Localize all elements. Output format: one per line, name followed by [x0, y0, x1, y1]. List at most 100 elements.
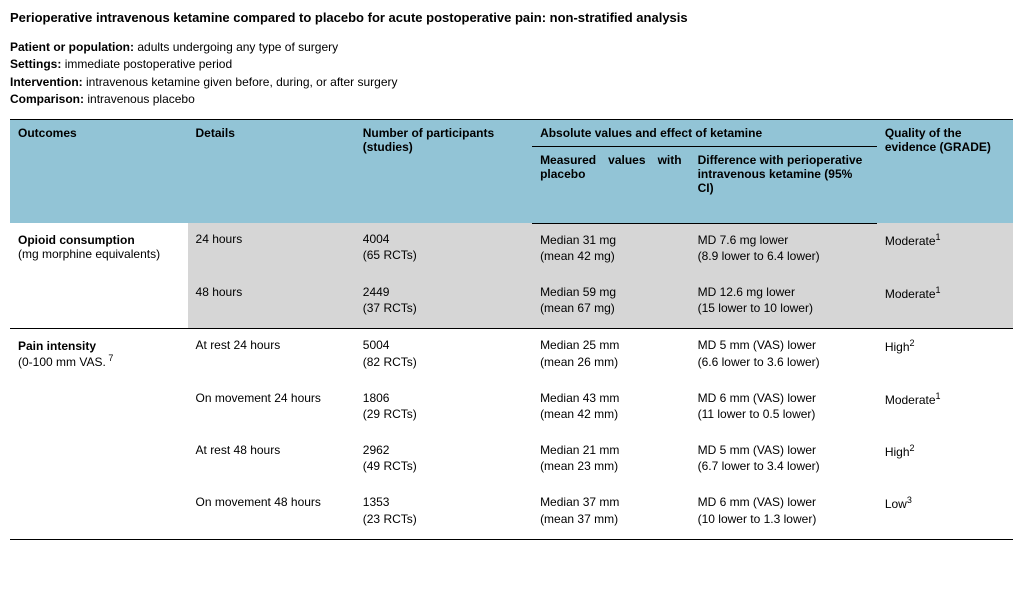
difference-cell-line1: MD 6 mm (VAS) lower: [698, 390, 869, 406]
meta-intervention-value: intravenous ketamine given before, durin…: [86, 75, 398, 89]
grade-sup: 1: [936, 232, 941, 242]
difference-cell-line1: MD 5 mm (VAS) lower: [698, 337, 869, 353]
difference-cell: MD 5 mm (VAS) lower(6.7 lower to 3.4 low…: [690, 434, 877, 486]
meta-intervention: Intervention: intravenous ketamine given…: [10, 74, 1013, 91]
measured-cell-line1: Median 31 mg: [540, 232, 682, 248]
header-row-1: Outcomes Details Number of participants …: [10, 119, 1013, 146]
participants-cell-line1: 1353: [363, 494, 524, 510]
grade-cell: Moderate1: [877, 276, 1013, 329]
meta-settings-value: immediate postoperative period: [65, 57, 232, 71]
difference-cell-line2: (10 lower to 1.3 lower): [698, 511, 869, 527]
participants-cell-line1: 5004: [363, 337, 524, 353]
participants-cell: 1353(23 RCTs): [355, 486, 532, 539]
details-cell-line1: On movement 48 hours: [196, 494, 347, 510]
meta-comparison-value: intravenous placebo: [87, 92, 194, 106]
difference-cell-line2: (6.6 lower to 3.6 lower): [698, 354, 869, 370]
details-cell-line1: 48 hours: [196, 284, 347, 300]
grade-cell: Moderate1: [877, 382, 1013, 434]
header-participants: Number of participants (studies): [355, 119, 532, 223]
grade-sup: 2: [910, 338, 915, 348]
details-cell: At rest 48 hours: [188, 434, 355, 486]
meta-block: Patient or population: adults undergoing…: [10, 39, 1013, 109]
grade-value: Moderate: [885, 287, 936, 301]
participants-cell-line2: (37 RCTs): [363, 300, 524, 316]
meta-comparison: Comparison: intravenous placebo: [10, 91, 1013, 108]
measured-cell-line1: Median 21 mm: [540, 442, 682, 458]
outcome-label-cell: Opioid consumption(mg morphine equivalen…: [10, 223, 188, 329]
details-cell-line1: At rest 48 hours: [196, 442, 347, 458]
measured-cell: Median 31 mg(mean 42 mg): [532, 223, 690, 276]
meta-comparison-label: Comparison:: [10, 92, 84, 106]
grade-value: High: [885, 340, 910, 354]
measured-cell-line2: (mean 23 mm): [540, 458, 682, 474]
header-difference: Difference with perioperative intravenou…: [690, 146, 877, 223]
grade-value: High: [885, 445, 910, 459]
participants-cell: 1806(29 RCTs): [355, 382, 532, 434]
meta-settings-label: Settings:: [10, 57, 61, 71]
outcome-label-cell: Pain intensity(0-100 mm VAS. 7: [10, 329, 188, 540]
details-cell: 24 hours: [188, 223, 355, 276]
header-measured: Measured values with placebo: [532, 146, 690, 223]
participants-cell: 2962(49 RCTs): [355, 434, 532, 486]
difference-cell-line2: (11 lower to 0.5 lower): [698, 406, 869, 422]
participants-cell-line1: 2962: [363, 442, 524, 458]
difference-cell: MD 6 mm (VAS) lower(11 lower to 0.5 lowe…: [690, 382, 877, 434]
measured-cell-line2: (mean 26 mm): [540, 354, 682, 370]
grade-cell: Low3: [877, 486, 1013, 539]
meta-settings: Settings: immediate postoperative period: [10, 56, 1013, 73]
participants-cell-line2: (49 RCTs): [363, 458, 524, 474]
difference-cell-line2: (8.9 lower to 6.4 lower): [698, 248, 869, 264]
participants-cell-line1: 2449: [363, 284, 524, 300]
measured-cell-line2: (mean 42 mg): [540, 248, 682, 264]
grade-cell: Moderate1: [877, 223, 1013, 276]
meta-population-value: adults undergoing any type of surgery: [137, 40, 338, 54]
measured-cell-line2: (mean 67 mg): [540, 300, 682, 316]
table-row: Opioid consumption(mg morphine equivalen…: [10, 223, 1013, 276]
participants-cell-line1: 1806: [363, 390, 524, 406]
difference-cell-line2: (6.7 lower to 3.4 lower): [698, 458, 869, 474]
difference-cell-line2: (15 lower to 10 lower): [698, 300, 869, 316]
table-title: Perioperative intravenous ketamine compa…: [10, 10, 1013, 25]
participants-cell-line2: (82 RCTs): [363, 354, 524, 370]
measured-cell-line1: Median 37 mm: [540, 494, 682, 510]
details-cell-line1: 24 hours: [196, 231, 347, 247]
details-cell: On movement 24 hours: [188, 382, 355, 434]
measured-cell: Median 59 mg(mean 67 mg): [532, 276, 690, 329]
participants-cell-line2: (65 RCTs): [363, 247, 524, 263]
measured-cell: Median 43 mm(mean 42 mm): [532, 382, 690, 434]
measured-cell: Median 21 mm(mean 23 mm): [532, 434, 690, 486]
participants-cell: 5004(82 RCTs): [355, 329, 532, 382]
grade-value: Low: [885, 497, 907, 511]
outcome-name: Pain intensity: [18, 339, 180, 353]
evidence-table: Outcomes Details Number of participants …: [10, 119, 1013, 540]
participants-cell: 2449(37 RCTs): [355, 276, 532, 329]
details-cell-line1: At rest 24 hours: [196, 337, 347, 353]
grade-sup: 1: [936, 391, 941, 401]
outcome-name: Opioid consumption: [18, 233, 180, 247]
difference-cell-line1: MD 7.6 mg lower: [698, 232, 869, 248]
difference-cell: MD 5 mm (VAS) lower(6.6 lower to 3.6 low…: [690, 329, 877, 382]
meta-population: Patient or population: adults undergoing…: [10, 39, 1013, 56]
participants-cell-line1: 4004: [363, 231, 524, 247]
grade-sup: 2: [910, 443, 915, 453]
participants-cell: 4004(65 RCTs): [355, 223, 532, 276]
difference-cell: MD 12.6 mg lower(15 lower to 10 lower): [690, 276, 877, 329]
difference-cell: MD 6 mm (VAS) lower(10 lower to 1.3 lowe…: [690, 486, 877, 539]
difference-cell-line1: MD 6 mm (VAS) lower: [698, 494, 869, 510]
measured-cell-line2: (mean 42 mm): [540, 406, 682, 422]
details-cell: On movement 48 hours: [188, 486, 355, 539]
measured-cell-line1: Median 43 mm: [540, 390, 682, 406]
header-grade: Quality of the evidence (GRADE): [877, 119, 1013, 223]
difference-cell-line1: MD 5 mm (VAS) lower: [698, 442, 869, 458]
participants-cell-line2: (23 RCTs): [363, 511, 524, 527]
table-row: Pain intensity(0-100 mm VAS. 7 At rest 24…: [10, 329, 1013, 382]
measured-cell-line2: (mean 37 mm): [540, 511, 682, 527]
measured-cell-line1: Median 59 mg: [540, 284, 682, 300]
outcome-unit: (0-100 mm VAS. 7: [18, 353, 180, 369]
measured-cell-line1: Median 25 mm: [540, 337, 682, 353]
header-details: Details: [188, 119, 355, 223]
difference-cell-line1: MD 12.6 mg lower: [698, 284, 869, 300]
outcome-sup: 7: [106, 353, 114, 363]
grade-cell: High2: [877, 434, 1013, 486]
participants-cell-line2: (29 RCTs): [363, 406, 524, 422]
